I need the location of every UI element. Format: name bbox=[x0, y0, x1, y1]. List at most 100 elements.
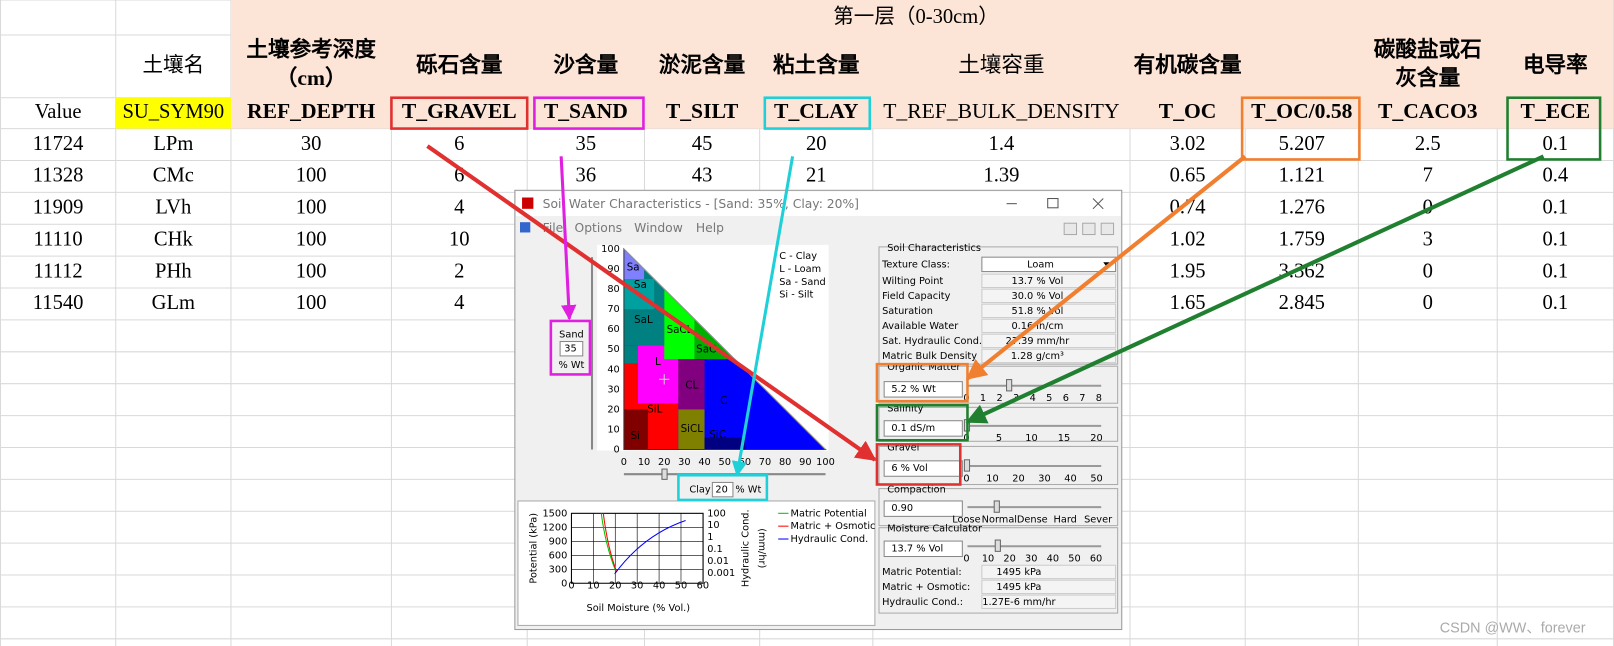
y-tick-label: 1500 bbox=[542, 508, 567, 519]
field-label: Texture Class: bbox=[881, 259, 950, 270]
mdi-button[interactable] bbox=[1063, 222, 1078, 236]
menu-item[interactable]: Options bbox=[575, 221, 623, 235]
x-tick-label: 60 bbox=[697, 580, 709, 591]
clay-label: Clay bbox=[689, 485, 711, 496]
column-code: T_OC/0.58 bbox=[1251, 99, 1353, 123]
cell: 1.276 bbox=[1279, 197, 1325, 219]
tick-label: 50 bbox=[1068, 554, 1080, 565]
column-code: Value bbox=[35, 101, 82, 123]
x-tick-label: 40 bbox=[698, 457, 710, 468]
cell: 45 bbox=[692, 133, 713, 155]
column-name: （cm） bbox=[276, 66, 347, 90]
x-axis-label: Soil Moisture (% Vol.) bbox=[587, 603, 691, 614]
cell: 2.5 bbox=[1415, 133, 1441, 155]
input-value: 13.7 % Vol bbox=[891, 543, 943, 554]
app-icon bbox=[522, 197, 534, 209]
value-input[interactable] bbox=[883, 381, 963, 398]
tick-label: 60 bbox=[1090, 554, 1102, 565]
slider-thumb[interactable] bbox=[994, 539, 1001, 552]
cell: 0.1 bbox=[1543, 197, 1569, 219]
slider-thumb[interactable] bbox=[1006, 379, 1013, 392]
dialog-window: Soil Water Characteristics - [Sand: 35%,… bbox=[514, 189, 1123, 631]
y-tick-label: 10 bbox=[607, 424, 619, 435]
cell: 4 bbox=[454, 197, 464, 219]
tick-label: Dense bbox=[1017, 514, 1048, 525]
cell: LVh bbox=[155, 197, 192, 219]
tick-label: 30 bbox=[1025, 554, 1037, 565]
legend-item: L - Loam bbox=[779, 264, 821, 275]
zone-label: SiL bbox=[647, 403, 662, 415]
column-code: T_OC bbox=[1159, 99, 1217, 123]
value-input[interactable] bbox=[883, 460, 963, 477]
column-name: 有机碳含量 bbox=[1134, 52, 1242, 77]
doc-icon bbox=[520, 222, 531, 233]
value-box bbox=[981, 318, 1117, 334]
field-value: 1.28 g/cm³ bbox=[1011, 351, 1064, 362]
field-label: Available Water bbox=[882, 321, 959, 332]
y-tick-label: 50 bbox=[607, 344, 619, 355]
group-title: Organic Matter bbox=[887, 362, 961, 373]
close-button[interactable] bbox=[1092, 198, 1104, 210]
field-value: 27.39 mm/hr bbox=[1006, 336, 1071, 347]
tick-label: 40 bbox=[1047, 554, 1059, 565]
arrow bbox=[426, 144, 877, 462]
tick-label: 20 bbox=[1090, 433, 1102, 444]
input-value: 0.90 bbox=[891, 503, 913, 514]
cell: 0.74 bbox=[1170, 197, 1206, 219]
sand-input[interactable] bbox=[559, 341, 584, 357]
cell: 0.4 bbox=[1543, 165, 1569, 187]
x-tick-label: 30 bbox=[631, 580, 643, 591]
tick-label: 20 bbox=[1012, 473, 1024, 484]
menu-item[interactable]: Window bbox=[634, 221, 683, 235]
menu-item[interactable]: Help bbox=[696, 221, 724, 235]
tick-label: Sever bbox=[1084, 514, 1113, 525]
group-title: Salinity bbox=[887, 403, 923, 414]
hydraulic-curve bbox=[614, 520, 686, 575]
cell: PHh bbox=[155, 260, 192, 282]
cell: 1.759 bbox=[1279, 228, 1325, 250]
tick-label: 8 bbox=[1096, 393, 1102, 404]
mdi-button[interactable] bbox=[1082, 222, 1096, 236]
title-bar bbox=[515, 191, 1121, 217]
tick-label: 10 bbox=[986, 473, 998, 484]
slider-thumb[interactable] bbox=[993, 500, 1000, 513]
column-name: 电导率 bbox=[1523, 52, 1588, 77]
texture-value: Loam bbox=[1027, 259, 1054, 270]
y-tick-label: 100 bbox=[601, 244, 620, 255]
group-box bbox=[878, 488, 1119, 527]
value-input[interactable] bbox=[883, 500, 963, 517]
highlight-box bbox=[1240, 96, 1361, 161]
y-tick-label: 900 bbox=[549, 536, 568, 547]
legend-item: C - Clay bbox=[779, 251, 817, 262]
y-tick-label: 20 bbox=[607, 404, 619, 415]
highlight-box bbox=[390, 96, 529, 130]
zone-label: L bbox=[655, 356, 661, 368]
field-label: Hydraulic Cond.: bbox=[882, 597, 963, 608]
slider-thumb[interactable] bbox=[963, 459, 971, 472]
x-tick-label: 80 bbox=[779, 457, 791, 468]
cell: 100 bbox=[296, 197, 327, 219]
value-input[interactable] bbox=[883, 420, 963, 437]
cell: 35 bbox=[576, 133, 597, 155]
clay-input[interactable] bbox=[711, 481, 734, 498]
mdi-button[interactable] bbox=[1100, 222, 1115, 236]
arrow bbox=[965, 154, 1545, 424]
value-input[interactable] bbox=[883, 540, 963, 558]
column-code: T_REF_BULK_DENSITY bbox=[883, 99, 1120, 123]
column-name: 土壤参考深度 bbox=[246, 36, 376, 61]
clay-thumb[interactable] bbox=[661, 468, 668, 480]
texture-select[interactable] bbox=[981, 256, 1117, 273]
sample-point bbox=[659, 374, 670, 385]
group-title: Moisture Calculator bbox=[887, 524, 983, 535]
matric-curve bbox=[600, 513, 617, 572]
x-tick-label: 10 bbox=[638, 457, 650, 468]
maximize-button[interactable] bbox=[1047, 198, 1059, 209]
tick-label: 7 bbox=[1079, 393, 1085, 404]
field-value: 1495 kPa bbox=[996, 582, 1041, 593]
tick-label: Normal bbox=[982, 514, 1017, 525]
column-name: 淤泥含量 bbox=[659, 52, 746, 77]
y-tick-label: 300 bbox=[549, 564, 568, 575]
cell: 7 bbox=[1423, 165, 1433, 187]
tick-label: 5 bbox=[996, 433, 1002, 444]
column-code: T_SAND bbox=[544, 99, 628, 123]
